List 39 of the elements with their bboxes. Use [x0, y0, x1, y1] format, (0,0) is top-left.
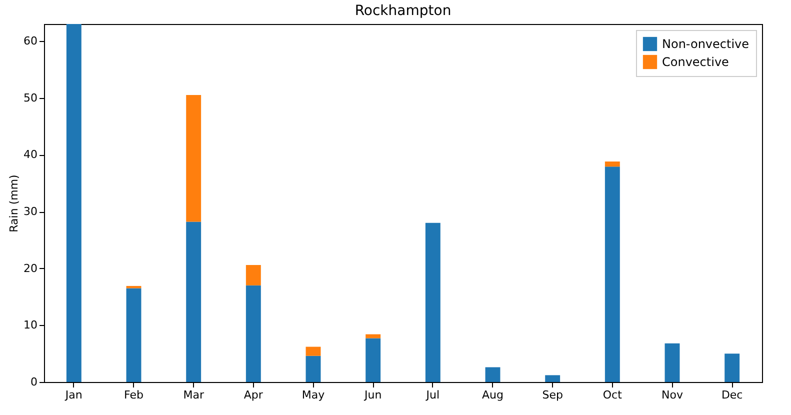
bar: [604, 166, 620, 382]
bar: [724, 354, 740, 382]
bar: [126, 288, 142, 382]
x-tick-label: Apr: [244, 388, 264, 402]
x-tick-label: Jul: [425, 388, 440, 402]
legend-label: Non-onvective: [662, 37, 750, 51]
bar: [604, 162, 620, 167]
x-tick-label: Aug: [482, 388, 504, 402]
legend-label: Convective: [662, 55, 729, 69]
bar: [246, 264, 261, 286]
x-tick-label: Jun: [363, 388, 382, 402]
y-axis-title: Rain (mm): [8, 174, 21, 232]
bar: [66, 24, 82, 382]
y-tick-label: 20: [24, 262, 38, 275]
y-tick-label: 50: [24, 91, 38, 104]
y-tick-label: 10: [24, 318, 38, 332]
bar: [186, 95, 202, 222]
x-tick-label: May: [302, 388, 326, 402]
bar: [186, 222, 202, 382]
y-tick-label: 30: [24, 205, 38, 218]
bar: [664, 343, 680, 382]
y-tick-label: 0: [30, 376, 38, 388]
x-tick-label: Mar: [183, 388, 204, 402]
y-tick-label: 60: [24, 34, 38, 48]
bar: [545, 375, 560, 382]
x-tick-label: Dec: [721, 388, 743, 402]
x-tick-label: Jan: [64, 388, 82, 402]
bar: [425, 222, 440, 382]
x-tick-label: Nov: [662, 388, 684, 402]
bar: [485, 367, 500, 382]
x-tick-label: Sep: [542, 388, 563, 402]
x-tick-label: Feb: [124, 388, 144, 402]
bar: [306, 356, 321, 382]
y-tick-label: 40: [24, 148, 38, 162]
bar: [246, 285, 261, 382]
x-tick-label: Oct: [602, 388, 623, 402]
chart-title: Rockhampton: [354, 3, 452, 19]
bar: [306, 346, 321, 356]
bar: [366, 338, 381, 382]
